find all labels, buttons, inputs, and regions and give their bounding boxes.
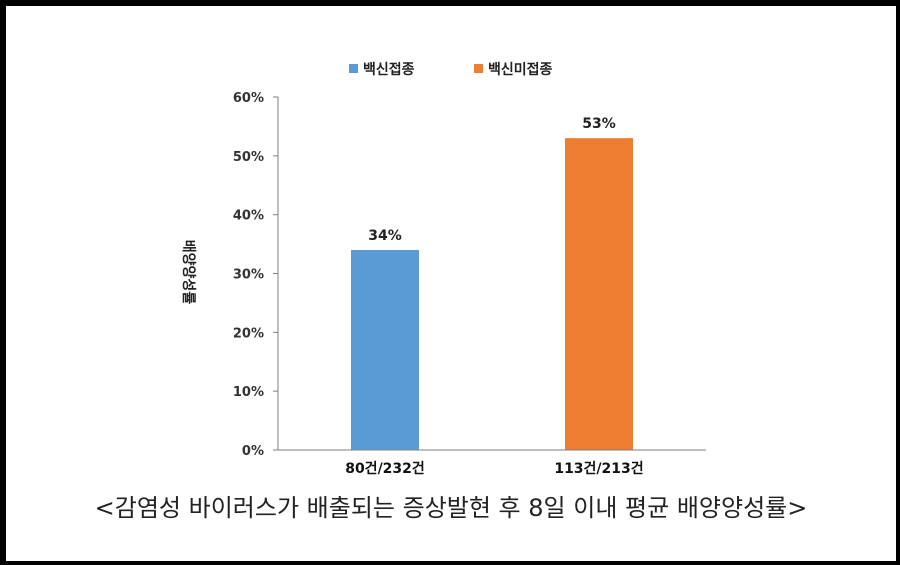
bar-chart: 백신접종 백신미접종 0% 10% 20% 30% 40% 50% 60% 34% 53% 80… (180, 62, 706, 476)
legend-label: 백신접종 (363, 62, 415, 78)
y-axis-label: 배양양성률 (180, 240, 197, 305)
legend-swatch (474, 64, 483, 73)
y-tick-label: 0% (242, 444, 264, 459)
y-tick-label: 50% (233, 150, 264, 165)
x-axis: 80건/232건 113건/213건 (278, 449, 706, 476)
y-tick-label: 10% (233, 385, 264, 400)
data-label: 34% (368, 228, 402, 244)
y-tick-label: 20% (233, 326, 264, 341)
legend-swatch (349, 64, 358, 73)
bars: 34% 53% (351, 116, 633, 450)
legend-label: 백신미접종 (488, 62, 553, 78)
legend: 백신접종 백신미접종 (349, 62, 553, 78)
chart-frame: 백신접종 백신미접종 0% 10% 20% 30% 40% 50% 60% 34% 53% 80… (6, 6, 896, 561)
x-tick-label: 113건/213건 (554, 460, 643, 476)
x-tick-label: 80건/232건 (345, 460, 425, 476)
y-tick-label: 60% (233, 91, 264, 106)
bar (565, 138, 633, 450)
y-tick-label: 40% (233, 209, 264, 224)
bar (351, 249, 419, 450)
y-axis: 0% 10% 20% 30% 40% 50% 60% (233, 91, 279, 459)
data-label: 53% (582, 116, 616, 132)
y-tick-label: 30% (233, 268, 264, 283)
chart-caption: <감염성 바이러스가 배출되는 증상발현 후 8일 이내 평균 배양양성률> (94, 494, 808, 522)
